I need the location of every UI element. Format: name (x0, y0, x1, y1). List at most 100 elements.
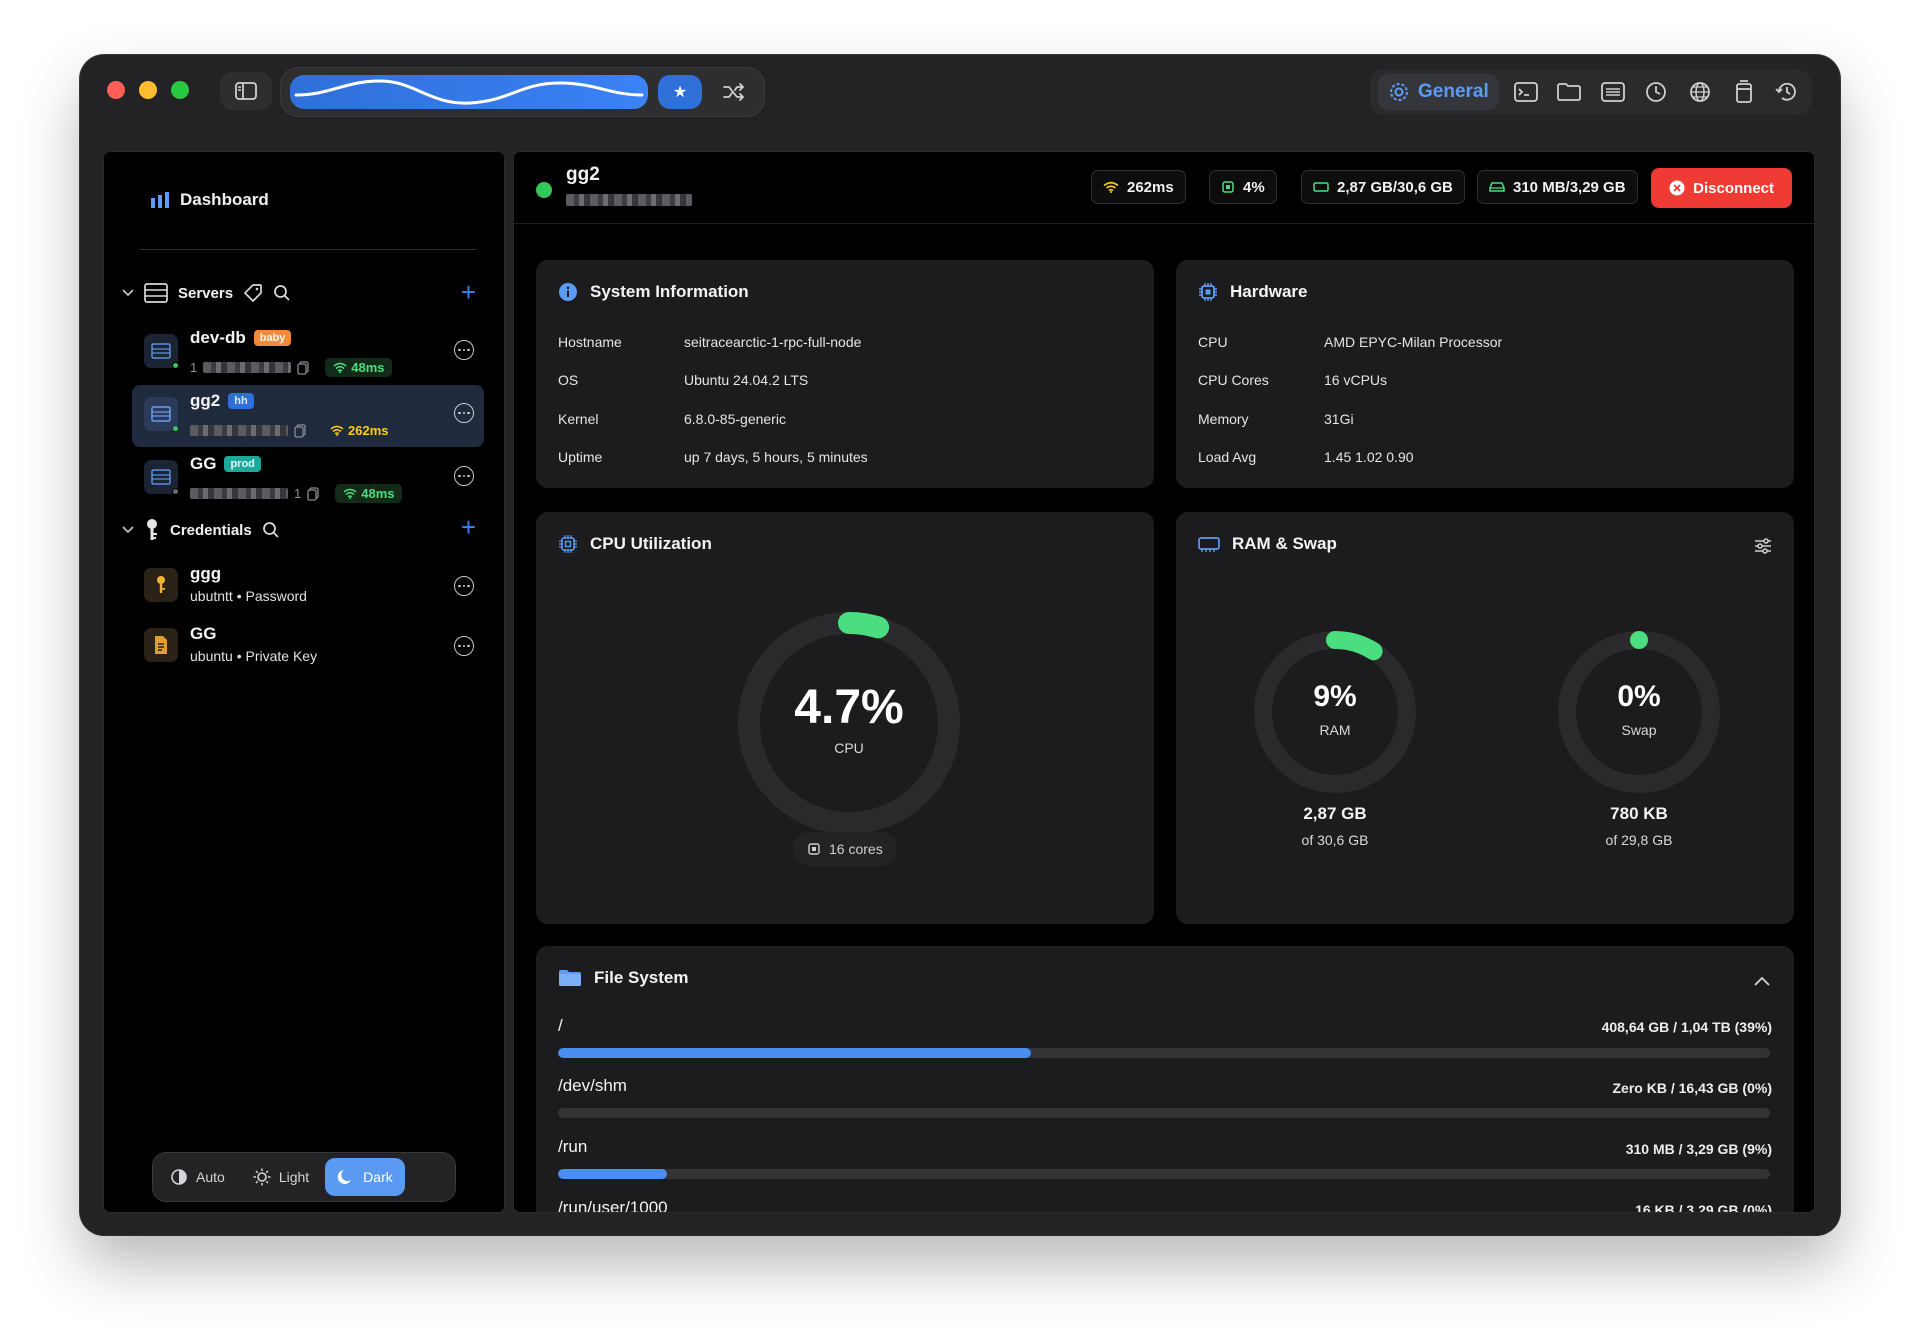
copy-icon[interactable] (297, 360, 309, 375)
terminal-icon (1513, 82, 1538, 102)
cpu-stat: 4% (1209, 170, 1277, 204)
mount-usage: 408,64 GB / 1,04 TB (39%) (1601, 1019, 1772, 1035)
hw-key: Memory (1198, 411, 1249, 427)
info-icon (559, 283, 577, 301)
search-icon[interactable] (273, 284, 291, 302)
moon-icon (337, 1170, 352, 1184)
cpu-caption: CPU (834, 740, 864, 756)
minimize-window-button[interactable] (139, 81, 157, 99)
favorite-star-button[interactable]: ★ (658, 75, 702, 109)
swap-used: 780 KB (1610, 804, 1668, 823)
credential-row-GG[interactable]: GG ubuntu • Private Key (132, 620, 484, 678)
tab-history[interactable] (1770, 75, 1804, 109)
tab-network[interactable] (1683, 75, 1717, 109)
server-tag: baby (253, 330, 292, 346)
memory-icon (1198, 537, 1220, 552)
online-status-dot (172, 362, 179, 369)
swap-percent: 0% (1617, 680, 1661, 713)
tab-cron[interactable] (1640, 75, 1674, 109)
mount-path: / (558, 1016, 563, 1035)
filesystem-title: File System (594, 968, 689, 987)
more-options-button[interactable] (454, 340, 474, 360)
theme-light-button[interactable]: Light (241, 1158, 321, 1196)
chip-icon (1222, 181, 1234, 193)
chevron-down-icon[interactable] (122, 289, 134, 297)
card-title: File System (558, 968, 689, 988)
divider (139, 249, 477, 250)
cores-label: 16 cores (829, 841, 883, 857)
sidebar-item-dashboard[interactable]: Dashboard (150, 190, 269, 210)
app-window: ★ General (80, 55, 1840, 1235)
sliders-icon[interactable] (1754, 538, 1772, 554)
info-key: OS (558, 372, 579, 388)
search-icon[interactable] (262, 521, 280, 539)
tab-processes[interactable] (1596, 75, 1630, 109)
server-row-dev-db[interactable]: dev-db baby 1 48ms (132, 322, 484, 384)
server-row-gg2[interactable]: gg2 hh 262ms (132, 385, 484, 447)
server-name: GG (190, 454, 217, 473)
server-ip-prefix: 1 (190, 360, 198, 375)
mount-usage: 16 KB / 3,29 GB (0%) (1635, 1202, 1772, 1212)
close-window-button[interactable] (107, 81, 125, 99)
copy-icon[interactable] (307, 486, 319, 501)
disconnect-button[interactable]: Disconnect (1651, 168, 1792, 208)
star-icon: ★ (672, 84, 688, 101)
theme-auto-label: Auto (196, 1169, 225, 1185)
wave-visualizer[interactable] (290, 75, 648, 109)
toggle-sidebar-button[interactable] (220, 72, 272, 110)
card-title: Hardware (1198, 282, 1307, 302)
zoom-window-button[interactable] (171, 81, 189, 99)
usage-bar-fill (558, 1048, 1031, 1058)
folder-icon (1557, 83, 1582, 101)
toolbar-center-pill: ★ (280, 67, 765, 117)
folder-icon (559, 970, 581, 986)
more-options-button[interactable] (454, 466, 474, 486)
server-tag: prod (224, 456, 261, 472)
more-options-button[interactable] (454, 403, 474, 423)
tab-containers[interactable] (1727, 75, 1761, 109)
swap-gauge: 0% Swap (1557, 630, 1721, 794)
ram-percent: 9% (1313, 680, 1357, 713)
toolbar-tabs: General (1370, 69, 1812, 115)
credentials-label: Credentials (170, 521, 252, 539)
latency-value: 262ms (348, 423, 389, 438)
traffic-lights (107, 81, 189, 99)
chevron-down-icon[interactable] (122, 526, 134, 534)
ram-total: of 30,6 GB (1301, 832, 1369, 848)
tab-general[interactable]: General (1378, 74, 1499, 110)
shuffle-button[interactable] (712, 75, 756, 109)
theme-dark-label: Dark (363, 1169, 393, 1185)
copy-icon[interactable] (294, 423, 306, 438)
theme-auto-button[interactable]: Auto (158, 1158, 237, 1196)
tab-files[interactable] (1552, 75, 1586, 109)
more-options-button[interactable] (454, 636, 474, 656)
hw-row-cpu: CPU AMD EPYC-Milan Processor (1198, 334, 1502, 350)
tag-icon[interactable] (243, 283, 263, 303)
half-circle-icon (171, 1169, 187, 1185)
filesystem-card: File System / 408,64 GB / 1,04 TB (39%) … (536, 946, 1794, 1212)
latency-stat: 262ms (1091, 170, 1186, 204)
server-name: dev-db (190, 328, 246, 347)
swap-total: of 29,8 GB (1605, 832, 1673, 848)
credential-row-ggg[interactable]: ggg ubutntt • Password (132, 560, 484, 618)
mount-path: /run (558, 1137, 588, 1156)
theme-dark-button[interactable]: Dark (325, 1158, 405, 1196)
ram-gauge: 9% RAM (1253, 630, 1417, 794)
add-server-button[interactable]: + (460, 277, 476, 307)
chevron-up-icon[interactable] (1754, 976, 1770, 986)
hw-value: 31Gi (1324, 411, 1354, 427)
credential-name: ggg (190, 564, 222, 583)
cylinder-icon (1735, 80, 1752, 103)
server-header: gg2 262ms 4% 2,87 GB/30,6 GB 310 MB/3,29… (514, 152, 1814, 224)
info-value: Ubuntu 24.04.2 LTS (684, 372, 809, 388)
hw-row-memory: Memory 31Gi (1198, 411, 1354, 427)
add-credential-button[interactable]: + (460, 512, 476, 542)
swap-caption: Swap (1621, 722, 1657, 738)
tab-general-label: General (1418, 81, 1489, 102)
server-title: gg2 (566, 164, 600, 185)
memory-value: 2,87 GB/30,6 GB (1337, 178, 1453, 196)
tab-terminal[interactable] (1509, 75, 1543, 109)
chip-icon (808, 843, 820, 855)
server-row-GG[interactable]: GG prod 1 48ms (132, 448, 484, 510)
more-options-button[interactable] (454, 576, 474, 596)
